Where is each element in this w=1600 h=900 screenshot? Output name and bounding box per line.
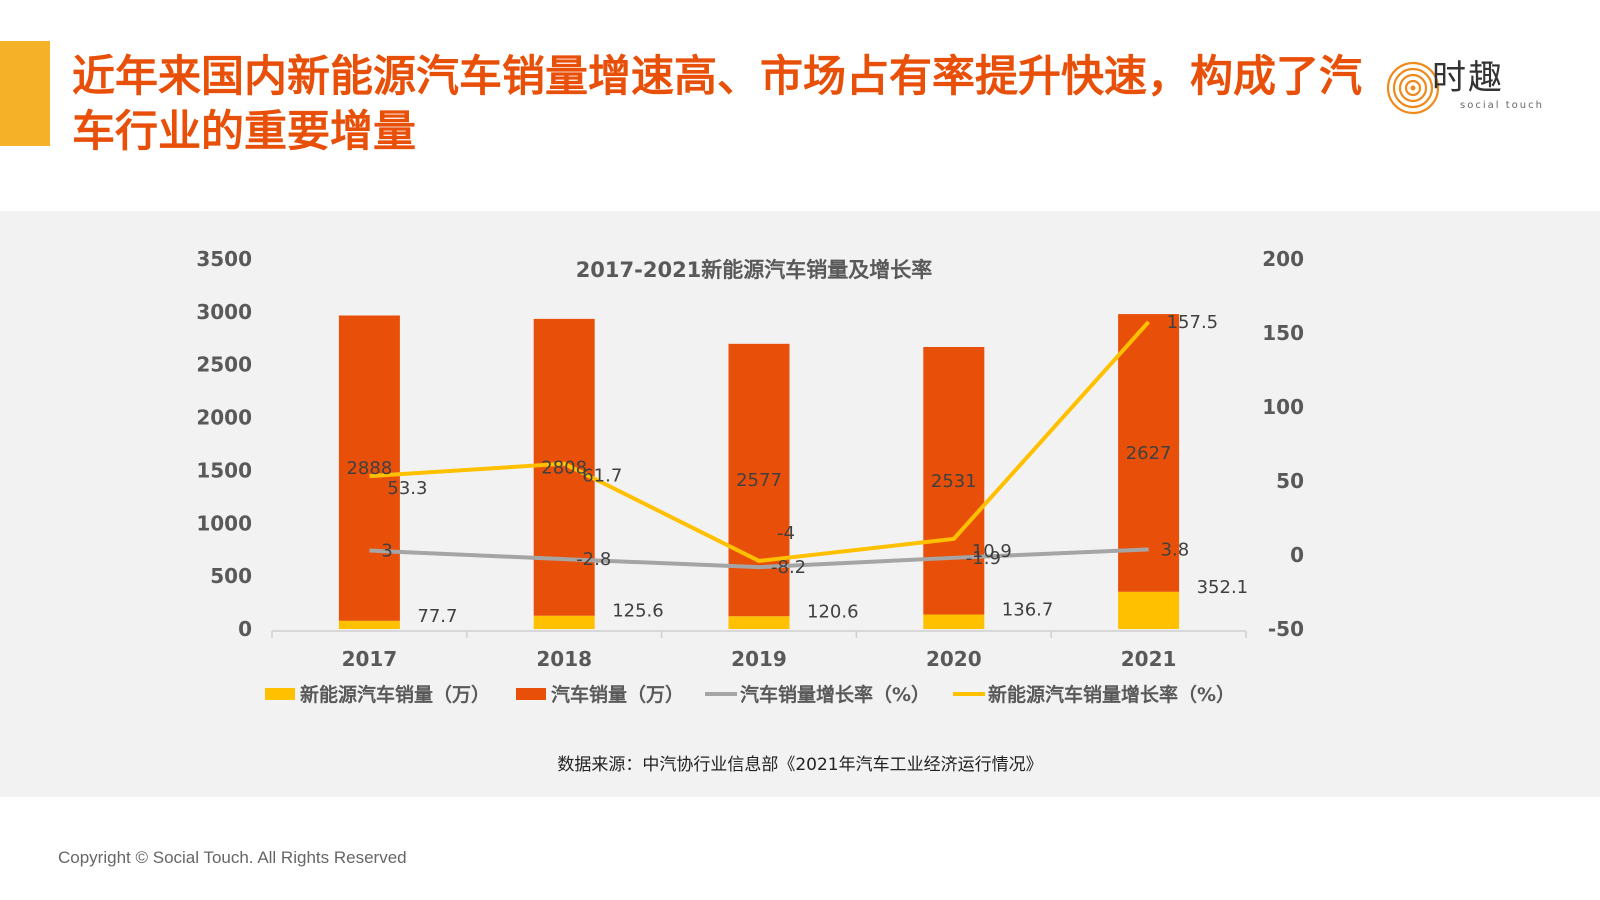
y-right-tick-label: -50 (1268, 617, 1304, 641)
copyright: Copyright © Social Touch. All Rights Res… (58, 848, 407, 867)
line-nev-growth (369, 320, 1151, 563)
legend-label: 汽车销量增长率（%） (740, 683, 930, 706)
bar-nev-sales (533, 615, 595, 629)
data-label-nev-sales: 120.6 (807, 601, 859, 622)
x-tick-label: 2017 (342, 647, 398, 671)
x-tick-label: 2018 (536, 647, 592, 671)
combo-chart: 2017-2021新能源汽车销量及增长率 0500100015002000250… (196, 247, 1304, 706)
data-label-car-sales: 2577 (736, 470, 782, 491)
x-tick-label: 2021 (1121, 647, 1177, 671)
legend-label: 新能源汽车销量（万） (300, 683, 490, 706)
data-label-nev-growth: 53.3 (387, 478, 427, 499)
accent-bar (0, 41, 50, 146)
data-label-car-sales: 2888 (346, 458, 392, 479)
bar-nev-sales (338, 620, 400, 629)
data-label-nev-sales: 352.1 (1197, 577, 1249, 598)
y-left-tick-label: 500 (210, 564, 252, 588)
y-right-tick-label: 150 (1262, 321, 1304, 345)
data-label-car-sales: 2808 (541, 457, 587, 478)
data-label-car-growth: 3.8 (1161, 539, 1190, 560)
bar-car-sales (338, 315, 400, 621)
data-label-car-sales: 2627 (1126, 443, 1172, 464)
data-source: 数据来源：中汽协行业信息部《2021年汽车工业经济运行情况》 (557, 755, 1043, 775)
y-right-tick-label: 50 (1276, 469, 1304, 493)
bar-car-sales (923, 346, 985, 615)
bar-car-sales (533, 318, 595, 616)
concentric-circle-logo-icon (1386, 61, 1440, 115)
x-tick-label: 2020 (926, 647, 982, 671)
data-label-car-growth: -1.9 (966, 548, 1001, 569)
logo-text: 时趣 (1432, 58, 1504, 98)
chart-title: 2017-2021新能源汽车销量及增长率 (576, 258, 933, 282)
y-right-tick-label: 100 (1262, 395, 1304, 419)
y-left-tick-label: 2500 (196, 353, 252, 377)
legend-label: 汽车销量（万） (551, 683, 684, 706)
legend-label: 新能源汽车销量增长率（%） (988, 683, 1235, 706)
data-label-nev-growth: 157.5 (1167, 312, 1219, 333)
data-label-car-sales: 2531 (931, 471, 977, 492)
y-left-tick-label: 1500 (196, 458, 252, 482)
x-tick-label: 2019 (731, 647, 787, 671)
y-left-tick-label: 3000 (196, 300, 252, 324)
data-label-nev-sales: 136.7 (1002, 600, 1054, 621)
legend-swatch (265, 688, 295, 700)
data-label-nev-sales: 125.6 (612, 601, 664, 622)
y-left-tick-label: 1000 (196, 511, 252, 535)
data-label-nev-growth: 61.7 (582, 466, 622, 487)
y-right-tick-label: 200 (1262, 247, 1304, 271)
bar-car-sales (728, 343, 790, 617)
page-title: 近年来国内新能源汽车销量增速高、市场占有率提升快速，构成了汽车行业的重要增量 (72, 52, 1362, 157)
data-label-nev-growth: -4 (777, 523, 795, 544)
bar-car-sales (1118, 314, 1180, 592)
data-label-car-growth: 3 (381, 541, 392, 562)
data-label-car-growth: -8.2 (771, 557, 806, 578)
y-left-tick-label: 2000 (196, 406, 252, 430)
data-label-nev-sales: 77.7 (417, 606, 457, 627)
bar-nev-sales (923, 614, 985, 629)
logo-subtext: social touch (1460, 100, 1544, 111)
bar-nev-sales (1118, 591, 1180, 629)
y-left-tick-label: 3500 (196, 247, 252, 271)
line-car-growth (369, 547, 1149, 570)
y-left-tick-label: 0 (238, 617, 252, 641)
legend-swatch (516, 688, 546, 700)
data-label-nev-growth: 10.9 (972, 541, 1012, 562)
data-label-car-growth: -2.8 (576, 549, 611, 570)
bar-nev-sales (728, 616, 790, 629)
y-right-tick-label: 0 (1290, 543, 1304, 567)
